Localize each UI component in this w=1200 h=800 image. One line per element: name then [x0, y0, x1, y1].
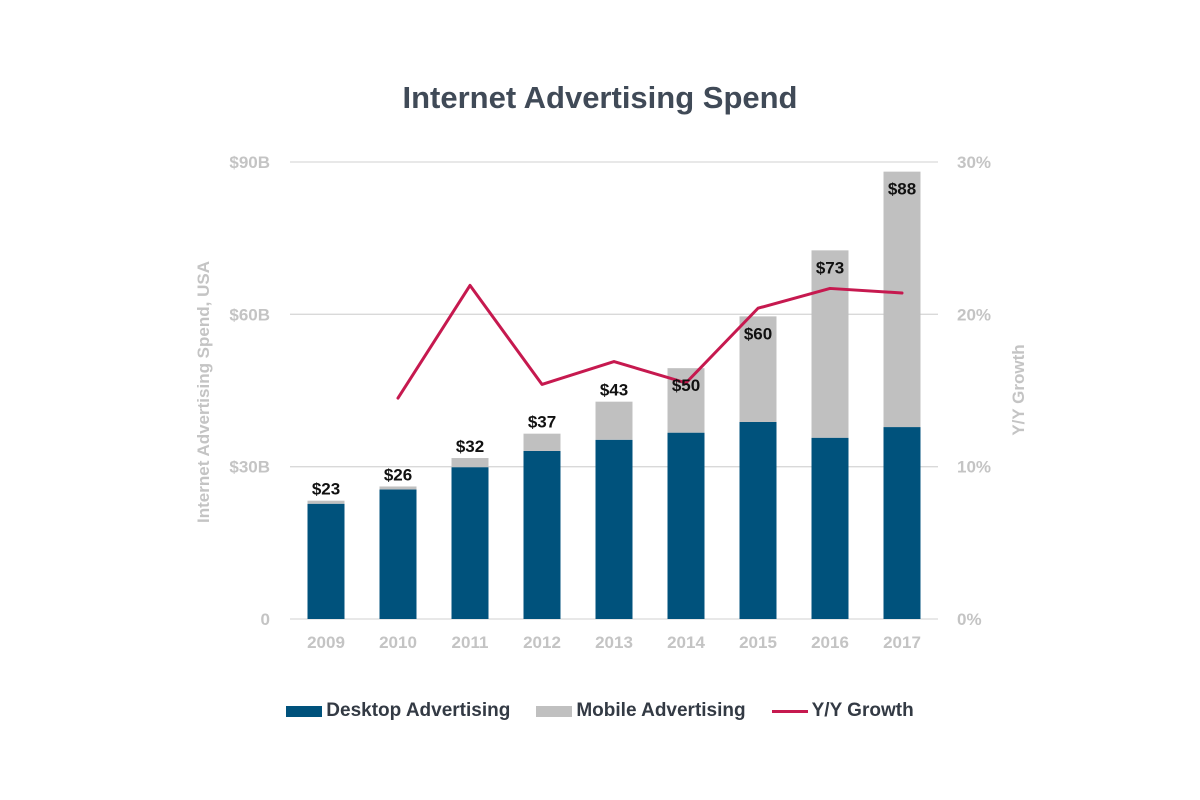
- bar-total-label: $26: [384, 465, 412, 484]
- y2-tick-label: 10%: [957, 458, 991, 477]
- bar-total-label: $32: [456, 437, 484, 456]
- growth-line: [396, 283, 904, 400]
- bar-mobile: [811, 250, 849, 438]
- bar-mobile: [523, 433, 561, 451]
- y2-tick-label: 0%: [957, 610, 982, 629]
- bar-desktop: [595, 439, 633, 619]
- x-tick-label: 2014: [667, 633, 705, 652]
- y-tick-label: $60B: [229, 305, 270, 324]
- legend-swatch-desktop: [286, 705, 323, 717]
- bar-total-labels: $23 $26 $32 $37 $43 $50 $60 $73 $88: [312, 180, 916, 499]
- bar-desktop: [883, 427, 921, 619]
- bar-desktop: [307, 503, 345, 619]
- legend-item-growth: Y/Y Growth: [771, 700, 914, 722]
- bar-mobile: [379, 486, 417, 490]
- bar-desktop: [451, 467, 489, 619]
- axis-ticks: 0 $30B $60B $90B 0% 10% 20% 30% 2009 2010 2011 2012…: [229, 153, 991, 652]
- legend-label-desktop: Desktop Advertising: [326, 700, 511, 721]
- legend-item-desktop: Desktop Advertising: [286, 700, 510, 722]
- x-tick-label: 2009: [307, 633, 345, 652]
- x-tick-label: 2010: [379, 633, 417, 652]
- x-tick-label: 2013: [595, 633, 633, 652]
- bar-desktop: [523, 450, 561, 619]
- x-tick-label: 2011: [452, 633, 489, 652]
- bar-total-label: $88: [888, 180, 916, 199]
- legend-label-mobile: Mobile Advertising: [576, 700, 746, 721]
- bar-mobile: [883, 171, 921, 428]
- x-tick-label: 2016: [811, 633, 849, 652]
- y-tick-label: $90B: [229, 153, 270, 172]
- legend-item-mobile: Mobile Advertising: [536, 700, 746, 722]
- x-tick-label: 2015: [739, 633, 777, 652]
- y2-tick-label: 30%: [957, 153, 991, 172]
- y-tick-label: $30B: [229, 458, 270, 477]
- y2-tick-label: 20%: [957, 305, 991, 324]
- bar-desktop: [811, 437, 849, 619]
- bar-desktop: [379, 489, 417, 619]
- bar-total-label: $73: [816, 258, 844, 277]
- legend-swatch-growth: [771, 709, 808, 713]
- bar-mobile: [451, 458, 489, 468]
- bar-mobile: [307, 500, 345, 504]
- legend: Desktop Advertising Mobile Advertising Y…: [0, 700, 1200, 722]
- bar-mobile: [739, 316, 777, 422]
- y-tick-label: 0: [261, 610, 270, 629]
- x-tick-label: 2012: [523, 633, 561, 652]
- growth-line-group: [396, 283, 904, 400]
- bar-mobile: [595, 401, 633, 440]
- legend-swatch-mobile: [536, 705, 573, 717]
- bar-total-label: $37: [528, 413, 556, 432]
- bar-total-label: $50: [672, 376, 700, 395]
- legend-label-growth: Y/Y Growth: [811, 700, 914, 721]
- bar-total-label: $43: [600, 381, 628, 400]
- x-tick-label: 2017: [883, 633, 921, 652]
- bar-total-label: $23: [312, 480, 340, 499]
- bar-desktop: [739, 421, 777, 619]
- bar-desktop: [667, 432, 705, 619]
- bars: [307, 171, 921, 619]
- y2-axis-title: Y/Y Growth: [1009, 344, 1028, 435]
- y-axis-title: Internet Advertising Spend, USA: [194, 261, 213, 523]
- bar-total-label: $60: [744, 324, 772, 343]
- chart-title: Internet Advertising Spend: [402, 80, 798, 115]
